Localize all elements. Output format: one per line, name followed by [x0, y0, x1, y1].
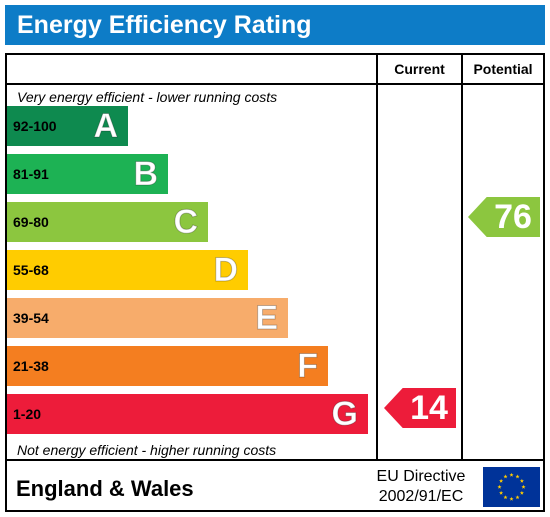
eu-star	[515, 474, 520, 479]
band-b: 81-91 B	[7, 154, 168, 194]
band-a: 92-100 A	[7, 106, 128, 146]
band-range: 1-20	[13, 406, 42, 422]
directive-line-2: 2002/91/EC	[378, 488, 464, 505]
band-c: 69-80 C	[7, 202, 208, 242]
current-column-header: Current	[394, 61, 445, 77]
footer-divider	[7, 459, 543, 461]
potential-column-divider	[461, 55, 463, 461]
eu-star	[509, 472, 514, 477]
eu-star	[503, 495, 508, 500]
band-letter: D	[213, 250, 239, 289]
band-letter: G	[331, 394, 358, 433]
band-range: 21-38	[13, 358, 49, 374]
directive-line-1: EU Directive	[376, 468, 466, 485]
rating-frame: Current Potential Very energy efficient …	[5, 53, 545, 512]
eu-star	[499, 478, 504, 483]
band-range: 39-54	[13, 310, 49, 326]
potential-column-header: Potential	[473, 61, 533, 77]
band-range: 92-100	[13, 118, 57, 134]
eu-star	[509, 496, 514, 501]
current-column-divider	[376, 55, 378, 461]
eu-star	[499, 490, 504, 495]
band-g: 1-20 G	[7, 394, 368, 434]
band-d: 55-68 D	[7, 250, 248, 290]
eu-star	[519, 490, 524, 495]
chart-title: Energy Efficiency Rating	[5, 5, 545, 45]
band-range: 55-68	[13, 262, 49, 278]
potential-rating-value: 76	[494, 197, 532, 236]
eu-star	[497, 484, 502, 489]
band-letter: B	[133, 154, 159, 193]
bottom-caption: Not energy efficient - higher running co…	[17, 442, 277, 458]
band-letter: A	[93, 106, 119, 145]
band-letter: F	[297, 346, 319, 385]
eu-star	[515, 495, 520, 500]
header-divider	[7, 83, 543, 85]
region-label: England & Wales	[16, 476, 194, 501]
current-rating-value: 14	[410, 388, 448, 427]
band-range: 69-80	[13, 214, 49, 230]
eu-star	[519, 478, 524, 483]
band-f: 21-38 F	[7, 346, 328, 386]
eu-directive: EU Directive 2002/91/EC	[366, 467, 476, 507]
band-letter: E	[255, 298, 279, 337]
band-e: 39-54 E	[7, 298, 288, 338]
band-range: 81-91	[13, 166, 49, 182]
top-caption: Very energy efficient - lower running co…	[17, 89, 278, 105]
eu-flag-icon	[483, 467, 540, 507]
eu-star	[521, 484, 526, 489]
band-letter: C	[173, 202, 199, 241]
eu-star	[503, 474, 508, 479]
